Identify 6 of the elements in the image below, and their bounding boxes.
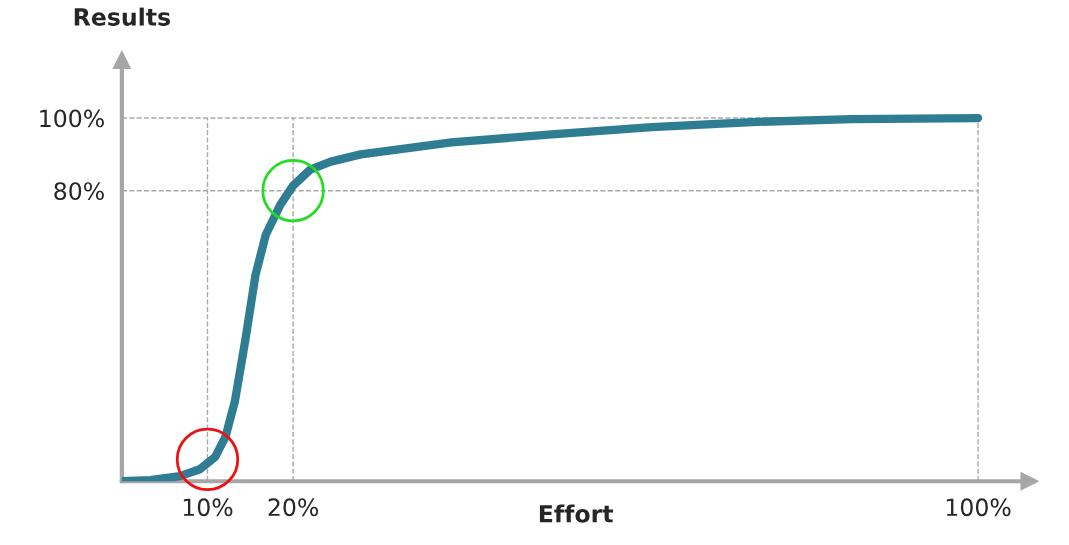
y-tick-label: 80% [54,182,104,200]
x-tick-label: 10% [183,498,233,517]
x-tick-label: 100% [946,498,1011,517]
y-axis-title: Results [74,7,170,26]
x-axis-title: Effort [539,504,614,523]
x-tick-label: 20% [268,498,319,517]
